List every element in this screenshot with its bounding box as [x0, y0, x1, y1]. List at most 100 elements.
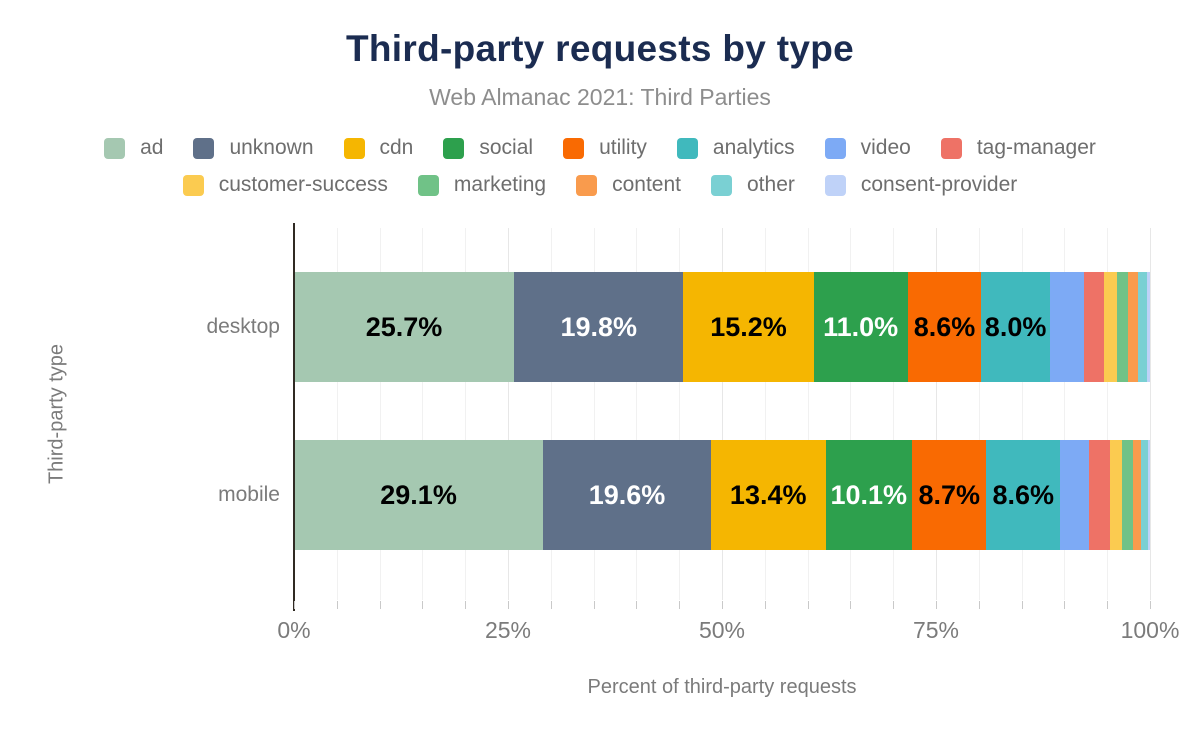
gridline-95 — [1107, 228, 1109, 600]
axis-tick-5 — [336, 601, 338, 609]
legend-label-content: content — [612, 173, 681, 196]
axis-tick-85 — [1021, 601, 1023, 609]
gridline-25 — [508, 228, 509, 600]
segment-label-desktop-utility: 8.6% — [913, 311, 976, 342]
legend-swatch-ad — [104, 137, 126, 159]
legend-swatch-customer-success — [182, 174, 204, 196]
x-axis-title: Percent of third-party requests — [587, 676, 857, 698]
segment-mobile-marketing — [1121, 440, 1133, 550]
segment-desktop-cdn: 15.2% — [683, 272, 814, 382]
gridline-60 — [807, 228, 809, 600]
legend-swatch-other — [711, 174, 732, 196]
plot-area: 25.7% 19.8% 15.2% 11.0% 8.6% 8.0% 29.1% 19.6% 13… — [293, 223, 1151, 611]
gridline-85 — [1021, 228, 1023, 600]
x-tick-label-50%: 50% — [698, 617, 746, 643]
legend-label-utility: utility — [599, 136, 647, 159]
legend-item-tag-manager: tag-manager — [940, 136, 1096, 160]
gridline-20 — [465, 228, 467, 600]
segment-mobile-tag-manager — [1089, 440, 1110, 550]
legend-label-other: other — [747, 173, 795, 196]
segment-label-mobile-utility: 8.7% — [918, 479, 981, 510]
segment-mobile-customer-success — [1109, 440, 1122, 550]
axis-tick-10 — [379, 601, 381, 609]
segment-mobile-unknown: 19.6% — [543, 440, 711, 550]
axis-tick-80 — [978, 601, 980, 609]
legend-item-content: content — [576, 173, 681, 197]
axis-tick-100 — [1150, 601, 1151, 609]
category-label-mobile: mobile — [218, 483, 280, 506]
legend-item-ad: ad — [104, 136, 163, 160]
segment-label-mobile-unknown: 19.6% — [588, 479, 666, 510]
legend-label-unknown: unknown — [229, 136, 314, 159]
segment-desktop-utility: 8.6% — [907, 272, 982, 382]
legend-item-analytics: analytics — [676, 136, 795, 160]
bar-mobile: 29.1% 19.6% 13.4% 10.1% 8.7% 8.6% — [294, 440, 1150, 550]
bar-desktop: 25.7% 19.8% 15.2% 11.0% 8.6% 8.0% — [294, 272, 1150, 382]
legend-label-cdn: cdn — [379, 136, 414, 159]
segment-desktop-other — [1137, 272, 1148, 382]
axis-tick-15 — [422, 601, 424, 609]
segment-mobile-video — [1060, 440, 1090, 550]
gridline-15 — [422, 228, 424, 600]
axis-tick-75 — [936, 601, 937, 609]
axis-tick-95 — [1107, 601, 1109, 609]
segment-label-desktop-ad: 25.7% — [365, 311, 443, 342]
segment-desktop-marketing — [1116, 272, 1128, 382]
gridline-75 — [936, 228, 937, 600]
gridline-40 — [636, 228, 638, 600]
segment-mobile-analytics: 8.6% — [986, 440, 1061, 550]
segment-label-mobile-ad: 29.1% — [380, 479, 457, 510]
legend-row-0: ad unknown cdn social utility analytics video t… — [0, 136, 1200, 160]
legend-item-other: other — [711, 173, 795, 197]
gridline-80 — [978, 228, 980, 600]
legend-item-marketing: marketing — [417, 173, 547, 197]
legend-swatch-utility — [563, 137, 585, 159]
segment-mobile-other — [1140, 440, 1149, 550]
axis-tick-25 — [508, 601, 509, 609]
legend-label-tag-manager: tag-manager — [976, 136, 1096, 159]
gridline-5 — [336, 228, 338, 600]
segment-mobile-consent-provider — [1148, 440, 1150, 550]
segment-desktop-video — [1049, 272, 1085, 382]
segment-mobile-cdn: 13.4% — [710, 440, 826, 550]
gridline-30 — [550, 228, 552, 600]
y-axis-line — [293, 223, 295, 611]
axis-tick-0 — [294, 601, 295, 609]
x-tick-label-75%: 75% — [912, 617, 960, 643]
axis-tick-55 — [764, 601, 766, 609]
legend-item-video: video — [824, 136, 911, 160]
segment-desktop-tag-manager — [1084, 272, 1104, 382]
legend-swatch-marketing — [417, 174, 439, 196]
legend-label-social: social — [479, 136, 534, 159]
segment-desktop-consent-provider — [1147, 272, 1150, 382]
legend-item-cdn: cdn — [343, 136, 414, 160]
segment-mobile-utility: 8.7% — [912, 440, 987, 550]
x-tick-labels: 0% 25% 50% 75% 100% — [277, 617, 1179, 647]
segment-desktop-ad: 25.7% — [294, 272, 514, 382]
legend-item-unknown: unknown — [193, 136, 314, 160]
gridline-100 — [1150, 228, 1151, 600]
x-tick-label-100%: 100% — [1120, 617, 1180, 643]
gridline-50 — [722, 228, 723, 600]
legend-swatch-consent-provider — [824, 174, 846, 196]
gridline-35 — [593, 228, 595, 600]
legend-label-marketing: marketing — [453, 173, 547, 196]
gridline-55 — [764, 228, 766, 600]
x-tick-label-0%: 0% — [277, 617, 311, 643]
segment-desktop-analytics: 8.0% — [981, 272, 1050, 382]
gridline-90 — [1064, 228, 1066, 600]
legend-swatch-analytics — [676, 137, 698, 159]
legend-label-analytics: analytics — [712, 136, 795, 159]
axis-tick-70 — [893, 601, 895, 609]
segment-label-mobile-social: 10.1% — [830, 479, 908, 510]
y-axis-title: Third-party type — [45, 343, 68, 485]
segment-label-desktop-analytics: 8.0% — [984, 311, 1047, 342]
gridline-65 — [850, 228, 852, 600]
segment-desktop-social: 11.0% — [813, 272, 908, 382]
axis-tick-65 — [850, 601, 852, 609]
segment-desktop-content — [1127, 272, 1138, 382]
legend-label-video: video — [860, 136, 911, 159]
segment-label-desktop-unknown: 19.8% — [560, 311, 637, 342]
gridline-70 — [893, 228, 895, 600]
